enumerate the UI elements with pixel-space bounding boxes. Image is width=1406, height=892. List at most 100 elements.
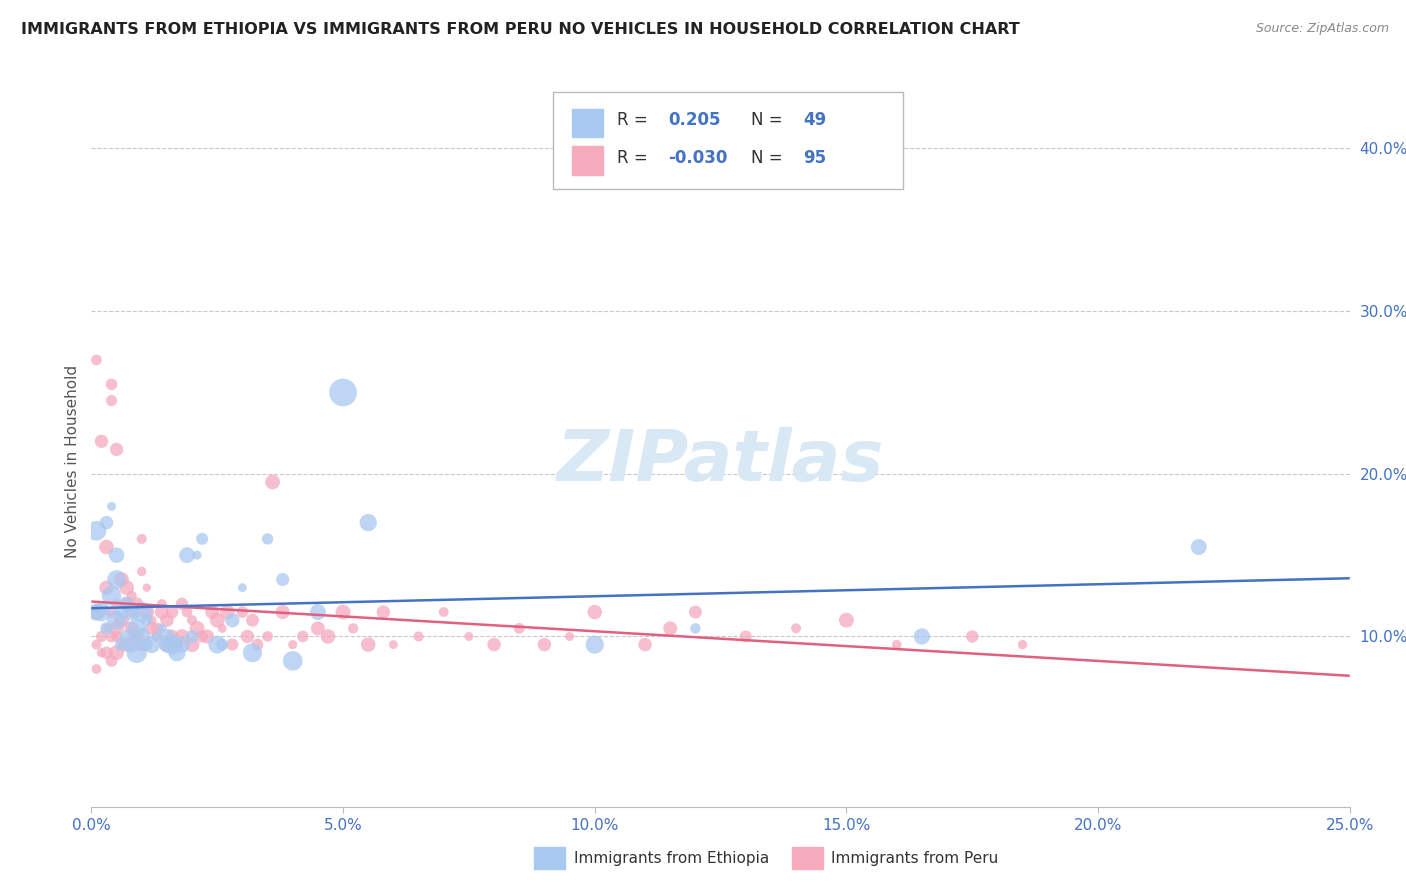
Point	[373, 605, 395, 619]
Point	[835, 613, 858, 627]
Point	[205, 613, 228, 627]
Point	[271, 605, 294, 619]
Text: 95: 95	[803, 149, 825, 167]
Point	[131, 532, 153, 546]
Text: N =: N =	[751, 112, 782, 129]
Point	[382, 638, 405, 652]
Point	[105, 548, 128, 562]
Point	[86, 353, 108, 368]
Point	[110, 573, 132, 587]
Text: R =: R =	[617, 149, 648, 167]
Point	[96, 540, 118, 554]
Point	[291, 630, 314, 644]
Point	[281, 654, 304, 668]
Text: N =: N =	[751, 149, 782, 167]
Point	[105, 597, 128, 611]
Point	[141, 621, 163, 635]
Point	[125, 646, 148, 660]
Point	[86, 662, 108, 676]
Point	[1188, 540, 1211, 554]
Point	[105, 630, 128, 644]
Point	[100, 605, 122, 619]
Point	[262, 475, 284, 489]
Point	[121, 605, 143, 619]
Text: Immigrants from Peru: Immigrants from Peru	[831, 851, 998, 865]
Point	[634, 638, 657, 652]
Point	[125, 621, 148, 635]
Point	[105, 573, 128, 587]
Point	[90, 605, 112, 619]
Point	[90, 646, 112, 660]
Point	[115, 638, 138, 652]
Point	[217, 605, 239, 619]
Point	[231, 605, 253, 619]
Y-axis label: No Vehicles in Household: No Vehicles in Household	[65, 365, 80, 558]
Point	[156, 638, 179, 652]
Point	[160, 630, 183, 644]
Point	[121, 589, 143, 603]
Point	[186, 548, 208, 562]
Point	[332, 605, 354, 619]
Point	[221, 613, 243, 627]
Point	[131, 605, 153, 619]
Point	[181, 613, 204, 627]
Point	[482, 638, 505, 652]
Point	[105, 442, 128, 457]
Point	[90, 605, 112, 619]
Point	[170, 638, 193, 652]
Text: ZIPatlas: ZIPatlas	[557, 427, 884, 496]
Point	[156, 638, 179, 652]
Point	[121, 638, 143, 652]
Point	[342, 621, 364, 635]
Point	[281, 638, 304, 652]
Text: Immigrants from Ethiopia: Immigrants from Ethiopia	[574, 851, 769, 865]
Point	[146, 621, 169, 635]
Point	[583, 605, 606, 619]
Point	[659, 621, 682, 635]
Point	[357, 516, 380, 530]
Point	[236, 630, 259, 644]
Point	[685, 621, 707, 635]
Point	[141, 613, 163, 627]
Point	[166, 638, 188, 652]
Point	[121, 605, 143, 619]
Point	[135, 605, 157, 619]
Point	[176, 548, 198, 562]
Point	[256, 630, 278, 644]
Point	[105, 621, 128, 635]
Point	[86, 638, 108, 652]
Point	[211, 638, 233, 652]
Point	[90, 630, 112, 644]
Point	[457, 630, 479, 644]
Point	[201, 605, 224, 619]
Point	[146, 630, 169, 644]
Point	[86, 524, 108, 538]
Point	[181, 638, 204, 652]
Point	[110, 638, 132, 652]
Point	[170, 630, 193, 644]
Point	[231, 581, 253, 595]
Point	[150, 605, 173, 619]
Point	[110, 613, 132, 627]
Point	[242, 613, 264, 627]
Point	[433, 605, 456, 619]
Text: 0.205: 0.205	[668, 112, 720, 129]
Point	[131, 630, 153, 644]
Point	[86, 605, 108, 619]
Point	[131, 565, 153, 579]
Point	[115, 581, 138, 595]
Point	[191, 532, 214, 546]
Point	[205, 638, 228, 652]
Point	[110, 605, 132, 619]
Point	[176, 605, 198, 619]
Point	[146, 630, 169, 644]
Point	[685, 605, 707, 619]
Point	[110, 638, 132, 652]
Point	[508, 621, 530, 635]
Point	[150, 621, 173, 635]
Point	[100, 589, 122, 603]
Point	[533, 638, 555, 652]
Text: Source: ZipAtlas.com: Source: ZipAtlas.com	[1256, 22, 1389, 36]
Point	[100, 500, 122, 514]
Point	[271, 573, 294, 587]
